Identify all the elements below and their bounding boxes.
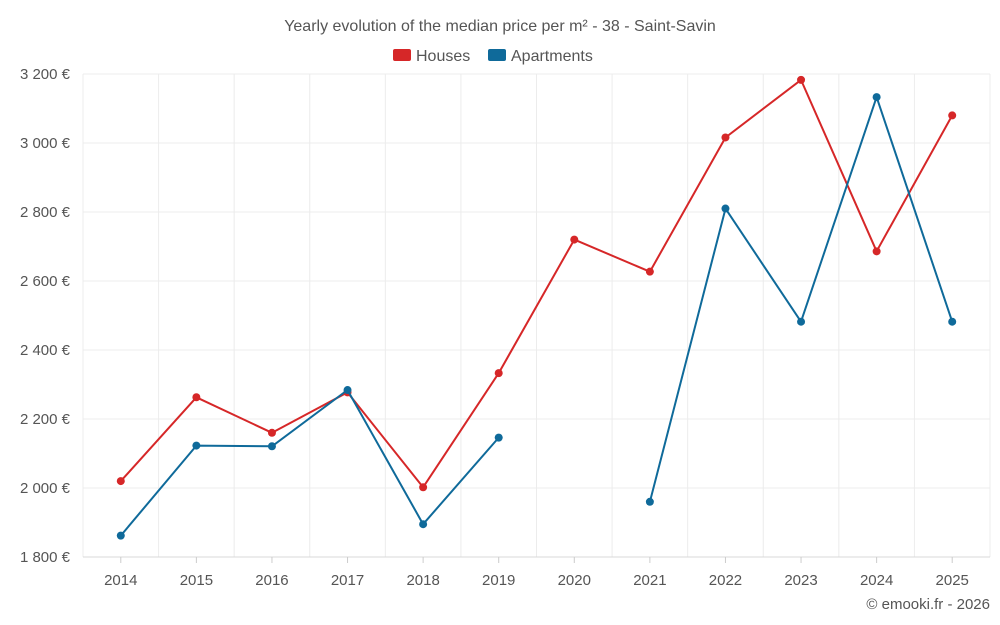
series-line-apartments	[648, 96, 954, 503]
x-axis: 2014 2015 2016 2017 2018 2019 2020 2021 2022 2023…	[83, 556, 990, 589]
y-tick-label: 3 200 €	[20, 66, 71, 83]
series-line-houses	[120, 78, 954, 489]
data-point-houses-2021[interactable]	[645, 267, 654, 276]
x-tick-label: 2023	[784, 572, 817, 589]
data-point-houses-2022[interactable]	[721, 133, 730, 142]
data-point-houses-2018[interactable]	[419, 483, 428, 492]
x-tick-label: 2025	[936, 572, 969, 589]
y-axis: 1 800 € 2 000 € 2 200 € 2 400 € 2 600 € 2 800…	[20, 66, 71, 566]
data-point-apartments-2018[interactable]	[419, 520, 428, 529]
legend: Houses Apartments	[393, 48, 593, 65]
data-point-apartments-2023[interactable]	[797, 317, 806, 326]
data-point-houses-2025[interactable]	[948, 111, 957, 120]
legend-item-houses[interactable]: Houses	[393, 48, 470, 65]
credit: © emooki.fr - 2026	[866, 596, 990, 613]
x-tick-label: 2019	[482, 572, 515, 589]
y-tick-label: 3 000 €	[20, 135, 71, 152]
y-tick-label: 2 600 €	[20, 273, 71, 290]
data-point-apartments-2014[interactable]	[116, 531, 125, 540]
x-tick-label: 2016	[255, 572, 288, 589]
x-tick-label: 2017	[331, 572, 364, 589]
data-point-apartments-2024[interactable]	[872, 93, 881, 102]
series	[116, 75, 957, 540]
data-point-houses-2019[interactable]	[494, 369, 503, 378]
data-point-houses-2020[interactable]	[570, 235, 579, 244]
data-point-apartments-2015[interactable]	[192, 441, 201, 450]
data-point-houses-2015[interactable]	[192, 393, 201, 402]
y-tick-label: 2 200 €	[20, 411, 71, 428]
x-tick-label: 2018	[406, 572, 439, 589]
series-apartments	[116, 93, 957, 540]
data-point-apartments-2021[interactable]	[645, 497, 654, 506]
data-point-apartments-2025[interactable]	[948, 317, 957, 326]
chart-title: Yearly evolution of the median price per…	[284, 18, 716, 35]
x-tick-label: 2024	[860, 572, 893, 589]
data-point-apartments-2017[interactable]	[343, 386, 352, 395]
data-point-houses-2024[interactable]	[872, 247, 881, 256]
data-point-houses-2023[interactable]	[797, 75, 806, 84]
legend-swatch-apartments	[488, 49, 506, 61]
x-tick-label: 2014	[104, 572, 137, 589]
series-line-apartments	[120, 389, 500, 537]
y-tick-label: 1 800 €	[20, 549, 71, 566]
y-tick-label: 2 800 €	[20, 204, 71, 221]
data-point-houses-2014[interactable]	[116, 477, 125, 486]
grid	[82, 73, 991, 557]
data-point-apartments-2022[interactable]	[721, 204, 730, 213]
x-tick-label: 2021	[633, 572, 666, 589]
y-tick-label: 2 000 €	[20, 480, 71, 497]
x-tick-label: 2015	[180, 572, 213, 589]
data-point-apartments-2016[interactable]	[267, 442, 276, 451]
data-point-houses-2016[interactable]	[267, 428, 276, 437]
legend-label-apartments: Apartments	[511, 48, 593, 65]
y-tick-label: 2 400 €	[20, 342, 71, 359]
legend-swatch-houses	[393, 49, 411, 61]
legend-label-houses: Houses	[416, 48, 470, 65]
series-houses	[116, 75, 957, 492]
x-tick-label: 2020	[558, 572, 591, 589]
x-tick-label: 2022	[709, 572, 742, 589]
legend-item-apartments[interactable]: Apartments	[488, 48, 593, 65]
data-point-apartments-2019[interactable]	[494, 433, 503, 442]
